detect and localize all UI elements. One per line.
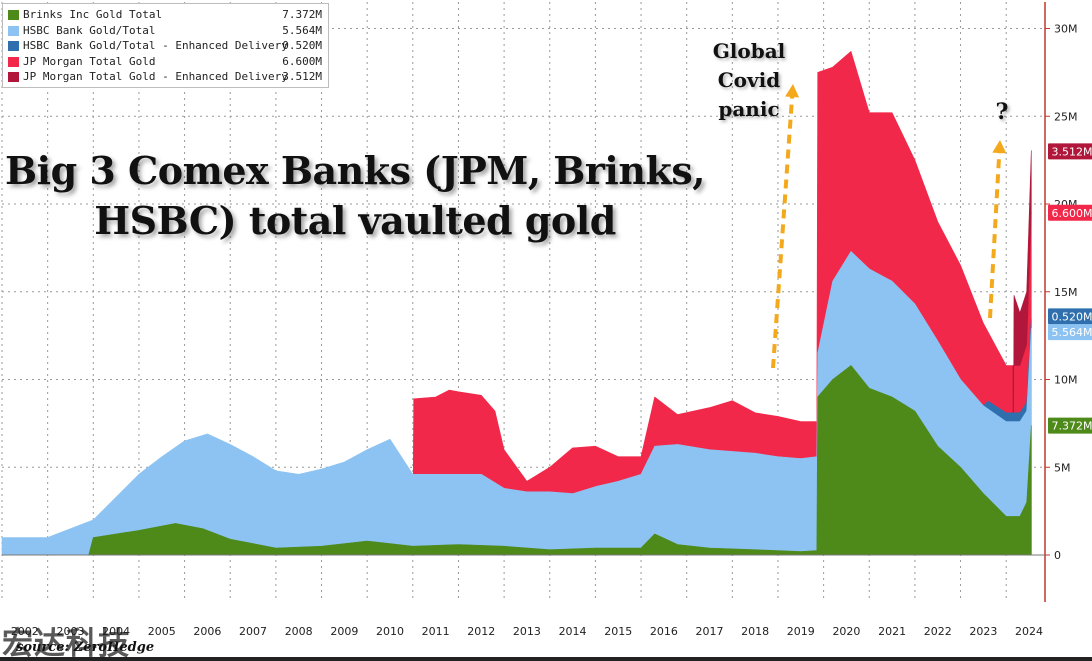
x-tick-label: 2023 <box>969 625 997 638</box>
covid-callout: Global Covid panic <box>712 39 786 121</box>
value-tag-1 <box>1048 324 1092 341</box>
x-tick-label: 2010 <box>376 625 404 638</box>
legend-value: 0.520M <box>282 39 322 52</box>
source-note: source: ZeroHedge <box>16 640 155 655</box>
question-arrow <box>988 139 1007 319</box>
value-tag-label: 6.600M <box>1052 207 1092 220</box>
x-tick-label: 2017 <box>696 625 724 638</box>
legend-label: HSBC Bank Gold/Total <box>23 23 156 37</box>
legend-swatch-jpm <box>8 56 19 67</box>
x-tick-label: 2019 <box>787 625 815 638</box>
y-tick-label: 5M <box>1054 461 1071 474</box>
legend-label: JP Morgan Total Gold - Enhanced Delivery <box>23 70 288 83</box>
chart-title: Big 3 Comex Banks (JPM, Brinks, HSBC) to… <box>0 146 710 246</box>
legend-label: JP Morgan Total Gold <box>23 54 156 68</box>
x-tick-label: 2009 <box>330 625 358 638</box>
watermark: 宏达科技 <box>2 626 130 661</box>
value-tag-label: 5.564M <box>1052 326 1092 339</box>
value-tag-label: 3.512M <box>1052 145 1092 158</box>
legend: Brinks Inc Gold Total 7.372M HSBC Bank G… <box>2 3 329 88</box>
legend-value: 3.512M <box>282 70 322 83</box>
y-tick-label: 25M <box>1054 110 1078 123</box>
legend-item-jpm: JP Morgan Total Gold 6.600M <box>3 54 328 70</box>
x-tick-label: 2002 <box>11 625 39 638</box>
arrow-shaft <box>771 83 795 369</box>
value-tag-2 <box>1048 308 1092 325</box>
annotation-layer <box>771 83 1007 369</box>
value-tag-3 <box>1048 204 1092 221</box>
x-tick-label: 2012 <box>467 625 495 638</box>
area-series-1 <box>1 251 1032 556</box>
legend-label: HSBC Bank Gold/Total - Enhanced Delivery <box>23 39 288 52</box>
legend-label: Brinks Inc Gold Total <box>23 8 163 21</box>
x-tick-label: 2013 <box>513 625 541 638</box>
x-tick-label: 2018 <box>741 625 769 638</box>
legend-value: 7.372M <box>282 8 322 21</box>
legend-value: 5.564M <box>282 23 322 37</box>
area-layer <box>1 51 1032 556</box>
value-tag-4 <box>1048 143 1092 160</box>
legend-item-jpm-enhanced: JP Morgan Total Gold - Enhanced Delivery… <box>3 69 328 85</box>
area-series-0 <box>1 365 1032 556</box>
covid-arrow <box>771 83 800 369</box>
arrow-head <box>992 140 1007 154</box>
chart-title-text: Big 3 Comex Banks (JPM, Brinks, HSBC) to… <box>5 148 705 243</box>
legend-item-brinks: Brinks Inc Gold Total 7.372M <box>3 7 328 23</box>
x-tick-label: 2004 <box>102 625 130 638</box>
x-tick-label: 2011 <box>422 625 450 638</box>
y-tick-label: 10M <box>1054 374 1078 387</box>
y-tick-label: 30M <box>1054 23 1078 36</box>
y-tick-label: 15M <box>1054 286 1078 299</box>
value-tag-label: 0.520M <box>1052 310 1092 323</box>
arrow-head <box>785 84 800 98</box>
y-tick-label: 0 <box>1054 549 1061 562</box>
question-callout: ? <box>995 99 1009 125</box>
x-tick-label: 2006 <box>193 625 221 638</box>
x-tick-label: 2020 <box>832 625 860 638</box>
x-tick-label: 2007 <box>239 625 267 638</box>
x-tick-label: 2003 <box>56 625 84 638</box>
legend-swatch-hsbc <box>8 25 19 36</box>
x-tick-label: 2008 <box>285 625 313 638</box>
bottom-rule <box>0 657 1092 661</box>
legend-item-hsbc-enhanced: HSBC Bank Gold/Total - Enhanced Delivery… <box>3 38 328 54</box>
x-tick-label: 2021 <box>878 625 906 638</box>
area-series-4 <box>1012 150 1032 556</box>
x-tick-label: 2022 <box>924 625 952 638</box>
value-tag-0 <box>1048 417 1092 434</box>
legend-value: 6.600M <box>282 54 322 68</box>
x-tick-label: 2016 <box>650 625 678 638</box>
x-tick-label: 2015 <box>604 625 632 638</box>
legend-swatch-hsbc-enhanced <box>8 41 19 51</box>
x-tick-label: 2024 <box>1015 625 1043 638</box>
legend-swatch-brinks <box>8 10 19 20</box>
x-tick-label: 2005 <box>148 625 176 638</box>
legend-swatch-jpm-enhanced <box>8 72 19 82</box>
legend-item-hsbc: HSBC Bank Gold/Total 5.564M <box>3 23 328 39</box>
value-tag-label: 7.372M <box>1052 420 1092 433</box>
x-tick-label: 2014 <box>559 625 587 638</box>
